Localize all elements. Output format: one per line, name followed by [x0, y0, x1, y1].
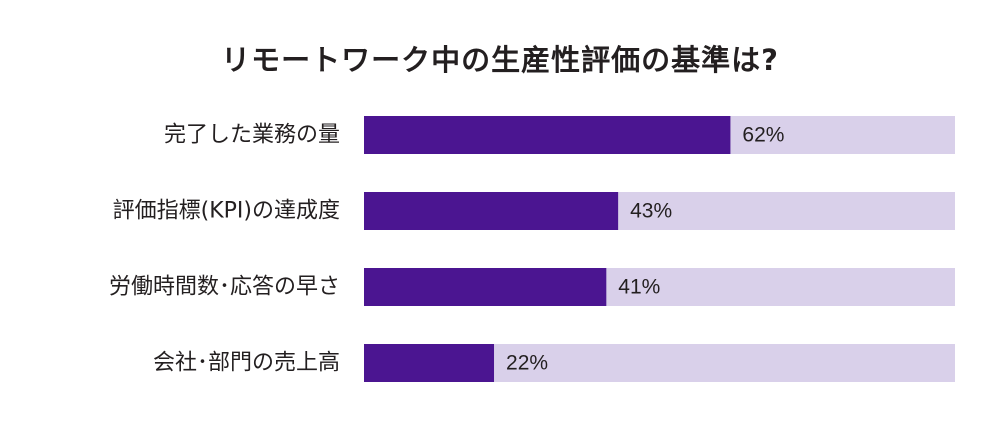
category-label: 会社･部門の売上高: [153, 351, 340, 376]
category-label: 評価指標(KPI)の達成度: [113, 199, 340, 224]
category-label: 労働時間数･応答の早さ: [109, 275, 340, 300]
value-label: 41%: [618, 276, 660, 299]
bar: [364, 116, 731, 154]
chart-title: リモートワーク中の生産性評価の基準は?: [221, 43, 779, 77]
value-label: 43%: [630, 200, 672, 223]
bar: [364, 192, 619, 230]
value-label: 62%: [742, 124, 784, 147]
bar: [364, 344, 495, 382]
value-label: 22%: [506, 352, 548, 375]
category-label: 完了した業務の量: [164, 123, 340, 148]
bar: [364, 268, 607, 306]
